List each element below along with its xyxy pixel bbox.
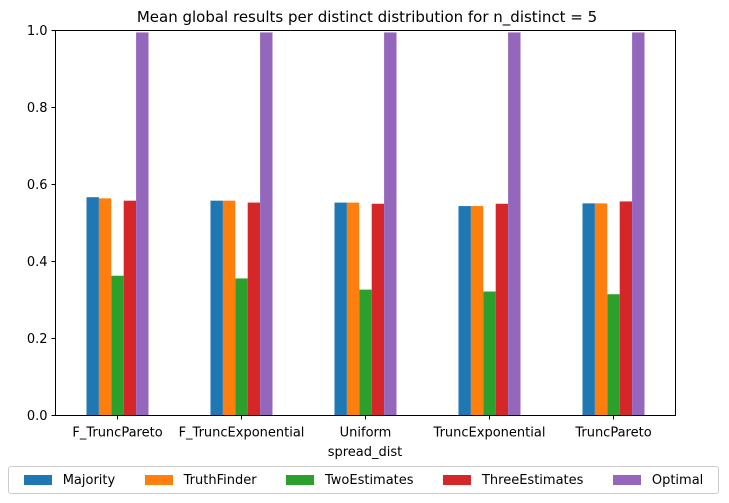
- bar-optimal-4: [632, 32, 645, 416]
- y-axis: 0.0 0.2 0.4 0.6 0.8 1.0: [27, 24, 56, 424]
- bar-threeestimates-0: [123, 200, 137, 416]
- bar-truthfinder-3: [470, 206, 484, 416]
- legend: Majority TruthFinder TwoEstimates ThreeEsti…: [8, 466, 719, 494]
- chart-title: Mean global results per distinct distrib…: [137, 8, 597, 27]
- legend-label: TruthFinder: [183, 472, 257, 488]
- legend-item-optimal: Optimal: [612, 472, 704, 488]
- bar-truthfinder-4: [594, 203, 608, 416]
- bar-majority-3: [458, 206, 471, 416]
- legend-label: Majority: [62, 472, 116, 488]
- bar-truthfinder-1: [222, 200, 236, 416]
- bar-twoestimates-0: [111, 275, 124, 416]
- bar-twoestimates-4: [607, 294, 620, 416]
- y-tick-label: 0.8: [27, 101, 48, 116]
- bar-majority-2: [334, 202, 347, 416]
- bar-threeestimates-2: [371, 203, 385, 416]
- legend-item-truthfinder: TruthFinder: [144, 472, 257, 488]
- x-axis: F_TruncPareto F_TruncExponential Uniform Tr…: [72, 415, 652, 441]
- bar-twoestimates-1: [235, 278, 248, 416]
- bar-threeestimates-4: [619, 201, 633, 416]
- y-tick-label: 0.2: [27, 332, 48, 347]
- bar-optimal-2: [384, 32, 397, 416]
- legend-item-threeestimates: ThreeEstimates: [442, 472, 584, 488]
- bar-majority-4: [582, 203, 595, 416]
- legend-label: ThreeEstimates: [481, 472, 584, 488]
- x-tick-label: F_TruncPareto: [72, 426, 162, 441]
- bar-truthfinder-0: [98, 198, 112, 416]
- x-tick-label: F_TruncExponential: [179, 426, 305, 441]
- bar-optimal-3: [508, 32, 521, 416]
- x-tick-label: TruncPareto: [574, 426, 651, 441]
- x-axis-label: spread_dist: [328, 445, 403, 460]
- x-tick-label: Uniform: [340, 426, 392, 441]
- legend-swatch: [612, 475, 641, 485]
- legend-swatch: [442, 475, 471, 485]
- bar-optimal-0: [136, 32, 149, 416]
- y-tick-label: 0.6: [27, 178, 48, 193]
- y-tick-label: 0.0: [27, 409, 48, 424]
- bar-majority-0: [86, 197, 99, 416]
- legend-swatch: [285, 475, 314, 485]
- bar-optimal-1: [260, 32, 273, 416]
- legend-item-twoestimates: TwoEstimates: [285, 472, 414, 488]
- bar-threeestimates-3: [495, 203, 509, 416]
- bars-group: [86, 32, 645, 416]
- y-tick-label: 1.0: [27, 24, 48, 39]
- bar-truthfinder-2: [346, 202, 360, 416]
- legend-label: TwoEstimates: [324, 472, 414, 488]
- bar-threeestimates-1: [247, 202, 261, 416]
- y-tick-label: 0.4: [27, 255, 48, 270]
- bar-twoestimates-3: [483, 291, 496, 416]
- x-tick-label: TruncExponential: [433, 426, 546, 441]
- bar-twoestimates-2: [359, 289, 372, 416]
- legend-swatch: [23, 475, 52, 485]
- legend-item-majority: Majority: [23, 472, 116, 488]
- legend-swatch: [144, 475, 173, 485]
- bar-majority-1: [210, 200, 223, 416]
- legend-label: Optimal: [651, 472, 704, 488]
